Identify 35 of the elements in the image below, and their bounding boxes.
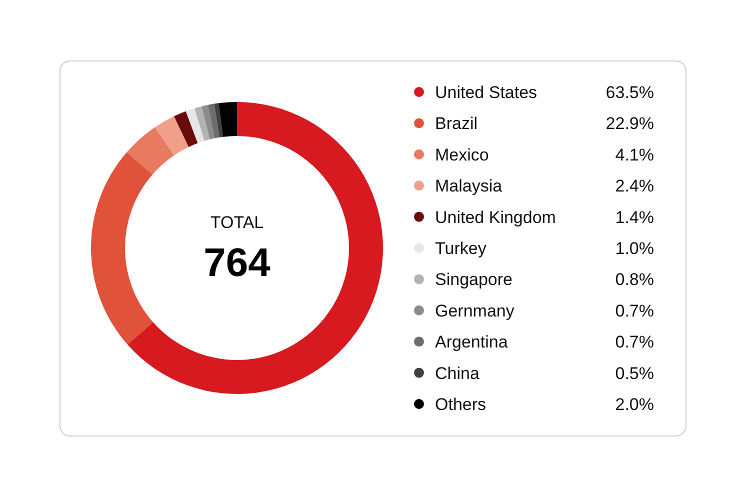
data-label: 0.7%	[615, 332, 654, 352]
legend-label: Mexico	[435, 145, 489, 164]
legend-label: Singapore	[435, 270, 513, 290]
data-label: 0.5%	[615, 364, 654, 383]
legend-label: United States	[435, 83, 538, 102]
data-label: 1.4%	[615, 208, 654, 227]
legend-label: Brazil	[435, 114, 478, 134]
donut-slice	[202, 104, 215, 140]
legend-label: Others	[435, 395, 486, 414]
legend-label: Argentina	[435, 332, 508, 352]
donut-slice	[91, 152, 153, 345]
donut-slice	[126, 127, 174, 174]
donut-slice	[194, 106, 210, 141]
donut-slice	[174, 111, 198, 147]
data-label: 2.0%	[615, 395, 654, 414]
donut-slice	[218, 102, 237, 137]
donut-slice	[208, 104, 220, 138]
data-label: 1.0%	[615, 239, 654, 258]
text: 764	[204, 241, 272, 285]
donut-slice	[154, 116, 189, 156]
donut-slice	[214, 103, 223, 138]
legend-label: China	[435, 364, 480, 383]
legend-label: Malaysia	[435, 176, 503, 196]
legend-label: United Kingdom	[435, 208, 556, 227]
donut-slice	[127, 102, 383, 394]
legend-label: Gernmany	[435, 301, 515, 320]
legend-label: Turkey	[435, 239, 487, 258]
data-label: 2.4%	[615, 176, 654, 196]
text: TOTAL	[210, 213, 264, 232]
data-label: 0.7%	[615, 301, 654, 320]
data-label: 22.9%	[606, 114, 654, 134]
data-label: 0.8%	[615, 270, 654, 290]
data-label: 4.1%	[615, 145, 654, 164]
donut-slice	[186, 108, 204, 144]
data-label: 63.5%	[606, 83, 654, 102]
